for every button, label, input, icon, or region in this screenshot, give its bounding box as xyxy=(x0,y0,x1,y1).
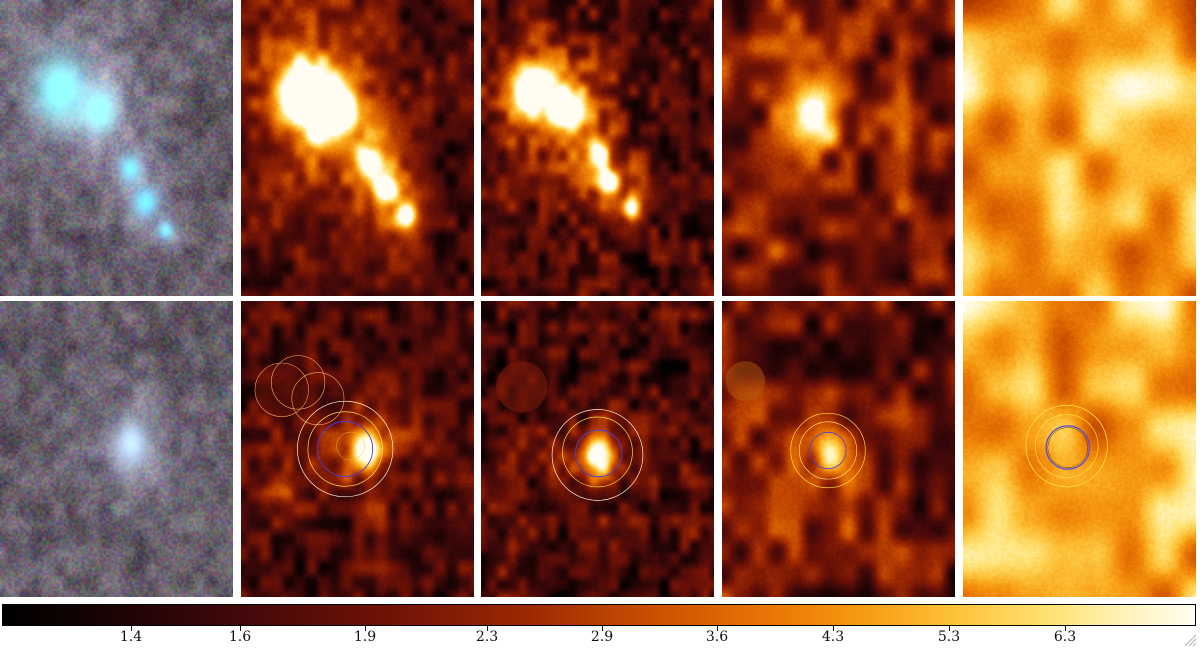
colorbar-region: 1.4 1.6 1.9 2.3 2.9 3.6 4.3 5.3 6.3 xyxy=(0,602,1200,649)
colorbar-tick-2 xyxy=(365,626,366,631)
colorbar-tick-8 xyxy=(1065,626,1066,631)
colorbar-tick-label-1: 1.6 xyxy=(228,629,252,645)
aperture-mid-yellow xyxy=(799,422,856,479)
panel-r2c3[interactable] xyxy=(481,301,714,597)
aperture-outer-yellow xyxy=(791,413,866,488)
band-2-residual xyxy=(241,301,474,597)
colorbar-tick-7 xyxy=(949,626,950,631)
band-2-detection xyxy=(241,0,474,296)
aperture-inner-blue xyxy=(810,432,846,468)
panel-r2c5[interactable] xyxy=(963,301,1196,597)
aperture-mid-yellow xyxy=(1035,415,1098,478)
colorbar-tick-1 xyxy=(240,626,241,631)
band-5-residual xyxy=(963,301,1196,597)
aperture-inner-blue xyxy=(1046,426,1089,469)
panel-r2c2[interactable] xyxy=(241,301,474,597)
panel-r1c1[interactable] xyxy=(0,0,233,296)
colorbar-tick-0 xyxy=(131,626,132,631)
aperture-outer-yellow xyxy=(1026,405,1108,487)
panel-r1c3[interactable] xyxy=(481,0,714,296)
aperture-inner-dark xyxy=(1048,427,1088,467)
panel-r2c4[interactable] xyxy=(722,301,955,597)
band-4-residual xyxy=(722,301,955,597)
panel-r1c5[interactable] xyxy=(963,0,1196,296)
mask-disk-upper-left xyxy=(255,363,309,417)
band-5-detection xyxy=(963,0,1196,296)
aperture-outer-white xyxy=(552,409,643,500)
aperture-overlay-group xyxy=(496,361,714,597)
rgb-residual xyxy=(0,301,233,597)
colorbar-tick-label-8: 6.3 xyxy=(1053,629,1077,645)
colorbar-tick-label-0: 1.4 xyxy=(119,629,143,645)
band-4-detection xyxy=(722,0,955,296)
panel-r1c2[interactable] xyxy=(241,0,474,296)
rgb-color-composite xyxy=(0,0,233,296)
cutout-mosaic xyxy=(0,0,1196,597)
panel-r1c4[interactable] xyxy=(722,0,955,296)
aperture-inner-blue xyxy=(575,430,622,477)
mask-circle-right xyxy=(292,373,344,425)
mask-disk-upper-left xyxy=(496,361,548,413)
colorbar-tick-5 xyxy=(717,626,718,631)
aperture-overlay-group xyxy=(725,361,955,597)
aperture-mid-yellow xyxy=(308,412,383,487)
colorbar-tick-label-4: 2.9 xyxy=(590,629,614,645)
band-3-residual xyxy=(481,301,714,597)
intensity-colorbar[interactable] xyxy=(2,604,1196,626)
colorbar-tick-label-3: 2.3 xyxy=(475,629,499,645)
colorbar-tick-marks xyxy=(0,626,1200,632)
aperture-inner-blue xyxy=(318,422,373,477)
colorbar-tick-6 xyxy=(833,626,834,631)
aperture-overlay-group xyxy=(241,301,474,597)
colorbar-tick-label-7: 5.3 xyxy=(937,629,961,645)
mask-circle-overlap xyxy=(271,356,325,410)
panel-r2c1[interactable] xyxy=(0,301,233,597)
colorbar-gradient xyxy=(3,605,1195,625)
colorbar-tick-label-6: 4.3 xyxy=(821,629,845,645)
band-3-detection xyxy=(481,0,714,296)
aperture-mid-yellow xyxy=(563,417,633,487)
colorbar-tick-3 xyxy=(487,626,488,631)
mask-disk-upper-left xyxy=(725,361,766,401)
colorbar-tick-labels: 1.4 1.6 1.9 2.3 2.9 3.6 4.3 5.3 6.3 xyxy=(0,629,1200,649)
aperture-overlay-group xyxy=(963,301,1196,597)
aperture-small-thin xyxy=(337,432,365,460)
colorbar-tick-label-2: 1.9 xyxy=(353,629,377,645)
colorbar-tick-4 xyxy=(602,626,603,631)
colorbar-tick-label-5: 3.6 xyxy=(705,629,729,645)
resize-grip-icon[interactable] xyxy=(1183,633,1197,647)
aperture-outer-white xyxy=(297,401,393,497)
